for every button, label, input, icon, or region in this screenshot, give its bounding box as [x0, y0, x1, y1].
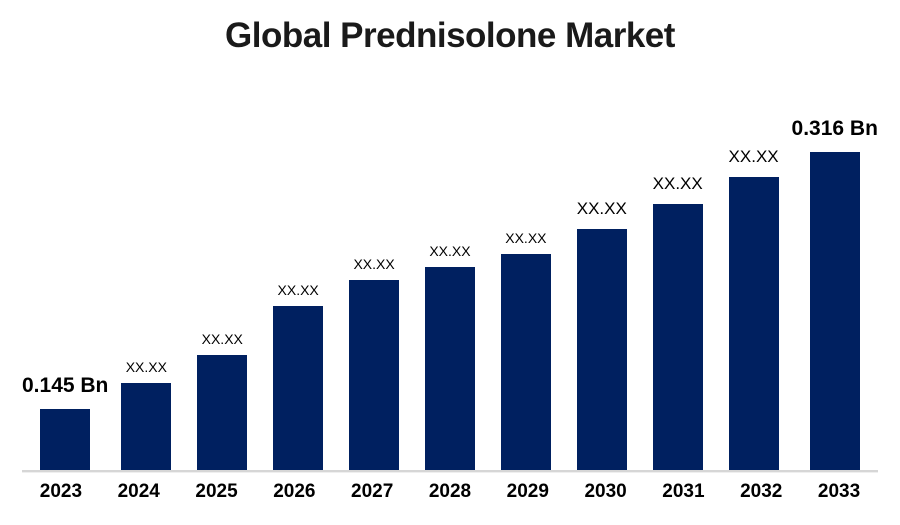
bar-2032	[728, 177, 779, 470]
value-label-2023: 0.145 Bn	[22, 374, 109, 397]
bar-columns: 0.145 Bn XX.XX XX.XX XX.XX XX.XX XX.XX XX.XX XX…	[22, 0, 878, 470]
bar-column-2030: XX.XX	[564, 0, 640, 470]
x-axis-line	[22, 470, 878, 473]
chart-title: Global Prednisolone Market	[225, 16, 675, 55]
value-label-2025: XX.XX	[201, 331, 243, 347]
x-tick-2033: 2033	[817, 481, 861, 502]
bar-2023	[40, 409, 91, 470]
value-label-2030: XX.XX	[576, 199, 627, 218]
x-tick-2030: 2030	[584, 481, 627, 502]
bar-2025	[197, 355, 248, 470]
x-tick-2024: 2024	[117, 481, 160, 502]
bar-2027	[349, 280, 400, 470]
bar-column-2031: XX.XX	[640, 0, 716, 470]
x-tick-2031: 2031	[662, 481, 705, 502]
bar-column-2033: 0.316 Bn	[792, 0, 878, 470]
bar-2029	[500, 254, 551, 470]
bar-column-2028: XX.XX	[412, 0, 488, 470]
value-label-2029: XX.XX	[505, 230, 547, 246]
bar-column-2027: XX.XX	[336, 0, 412, 470]
value-label-2028: XX.XX	[429, 243, 471, 259]
bar-2030	[576, 229, 627, 470]
bar-column-2032: XX.XX	[716, 0, 792, 470]
x-axis-tick-labels: 2023 2024 2025 2026 2027 2028 2029 2030 2031 2032…	[22, 481, 878, 503]
x-tick-2027: 2027	[351, 481, 394, 502]
x-tick-2032: 2032	[740, 481, 783, 502]
x-tick-2028: 2028	[428, 481, 472, 502]
bar-2028	[424, 267, 475, 470]
bar-2033	[809, 152, 860, 470]
bar-column-2025: XX.XX	[184, 0, 260, 470]
bar-2024	[121, 383, 172, 470]
bar-column-2029: XX.XX	[488, 0, 564, 470]
value-label-2031: XX.XX	[652, 174, 703, 193]
x-tick-2026: 2026	[273, 481, 316, 502]
plot-area: 0.145 Bn XX.XX XX.XX XX.XX XX.XX XX.XX XX.XX XX…	[22, 0, 878, 470]
value-label-2032: XX.XX	[728, 147, 779, 166]
bar-column-2024: XX.XX	[108, 0, 184, 470]
bar-column-2026: XX.XX	[260, 0, 336, 470]
x-tick-2023: 2023	[39, 481, 83, 502]
value-label-2026: XX.XX	[277, 282, 319, 298]
x-tick-2025: 2025	[195, 481, 238, 502]
bar-2026	[273, 306, 324, 470]
bar-2031	[652, 204, 703, 470]
value-label-2033: 0.316 Bn	[791, 117, 878, 140]
bar-column-2023: 0.145 Bn	[22, 0, 108, 470]
value-label-2024: XX.XX	[125, 359, 167, 375]
x-tick-2029: 2029	[506, 481, 549, 502]
value-label-2027: XX.XX	[353, 256, 395, 272]
